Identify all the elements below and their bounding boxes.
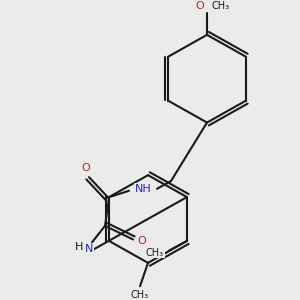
Text: NH: NH [135, 184, 152, 194]
Text: CH₃: CH₃ [146, 248, 164, 258]
Text: O: O [138, 236, 146, 246]
Text: H: H [75, 242, 83, 252]
Text: CH₃: CH₃ [131, 290, 149, 300]
Text: O: O [196, 1, 204, 10]
Text: CH₃: CH₃ [212, 1, 230, 10]
Text: O: O [82, 163, 90, 173]
Text: N: N [85, 244, 93, 254]
